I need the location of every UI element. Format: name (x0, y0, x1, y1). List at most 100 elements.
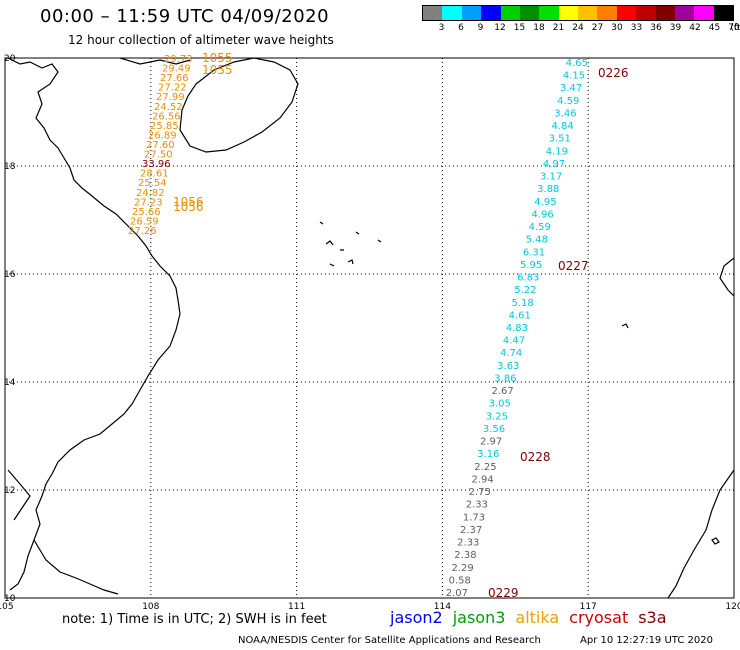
time-label: 1056 (173, 200, 204, 214)
wave-height-label: 29.49 (162, 64, 191, 75)
legend-swatch (597, 6, 617, 20)
wave-height-label: 4.59 (557, 96, 579, 107)
lat-label: 10 (4, 594, 16, 604)
wave-height-label: 27.26 (128, 226, 157, 237)
wave-height-label: 25.85 (150, 121, 179, 132)
wave-height-label: 6.31 (523, 247, 545, 258)
wave-height-label: 29.73 (164, 54, 193, 65)
wave-height-label: 3.56 (483, 424, 505, 435)
time-label: 1056 (173, 195, 204, 209)
time-label: 0226 (598, 66, 629, 80)
wave-height-label: 3.05 (489, 399, 511, 410)
legend-tick-label: 42 (689, 23, 701, 33)
wave-height-label: 2.75 (469, 487, 491, 498)
wave-height-label: 3.86 (494, 373, 516, 384)
lon-label: 105 (0, 602, 14, 612)
time-label: 1055 (202, 63, 233, 77)
wave-height-label: 4.47 (503, 336, 525, 347)
wave-height-label: 4.19 (546, 146, 568, 157)
satellite-label-cryosat: cryosat (569, 608, 629, 627)
satellite-legend: jason2 jason3 altika cryosat s3a (390, 608, 677, 627)
legend-swatch (694, 6, 714, 20)
wave-height-label: 25.66 (132, 207, 161, 218)
legend-swatch (713, 6, 733, 20)
legend-swatch (578, 6, 598, 20)
lon-label: 111 (288, 602, 305, 612)
wave-height-label: 27.66 (160, 73, 189, 84)
legend-tick-label: 3 (438, 23, 445, 33)
lon-label: 108 (142, 602, 159, 612)
lat-label: 12 (4, 486, 15, 496)
legend-swatch (674, 6, 695, 20)
satellite-label-s3a: s3a (638, 608, 667, 627)
wave-height-label: 28.61 (140, 169, 169, 180)
legend-swatch (655, 6, 675, 20)
map-frame (4, 57, 735, 599)
wave-height-label: 5.22 (514, 285, 536, 296)
color-scale-bar (422, 5, 734, 21)
wave-height-label: 4.74 (500, 348, 522, 359)
legend-tick-label: 18 (533, 23, 545, 33)
wave-height-label: 33.96 (142, 159, 171, 170)
wave-height-label: 4.97 (543, 159, 565, 170)
wave-height-label: 4.95 (534, 197, 556, 208)
legend-swatch (558, 6, 578, 20)
paracel-islands (319, 221, 382, 267)
axis-labels: 105 108 111 114 117 120 20 18 16 14 12 10 (0, 54, 740, 612)
legend-tick-label: 24 (572, 23, 584, 33)
legend-tick-label: 27 (591, 23, 604, 33)
legend-swatch (481, 6, 501, 20)
mekong-coast (33, 539, 119, 595)
wave-height-label: 3.47 (560, 83, 582, 94)
wave-height-label: 3.46 (554, 108, 576, 119)
legend-tick-label: 39 (669, 23, 682, 33)
wave-height-label: 2.07 (446, 588, 468, 599)
legend-swatch (636, 6, 656, 20)
legend-swatch (500, 6, 520, 20)
legend-tick-label: 9 (477, 23, 484, 33)
legend-unit: (ft) (730, 23, 740, 33)
island-fragment (621, 323, 629, 329)
wave-height-label: 26.59 (130, 216, 159, 227)
time-label: 0227 (558, 259, 589, 273)
wave-height-label: 5.48 (526, 235, 548, 246)
wave-height-label: 3.88 (537, 184, 559, 195)
legend-swatch (442, 6, 462, 20)
palawan-coastline (667, 469, 735, 599)
satellite-label-jason2: jason2 (390, 608, 443, 627)
lon-label: 117 (580, 602, 597, 612)
lat-lon-grid (5, 58, 734, 598)
coastline (7, 57, 735, 599)
lon-label: 114 (434, 602, 451, 612)
philippines-coastline (719, 257, 735, 297)
wave-height-label: 3.25 (486, 411, 508, 422)
wave-height-label: 4.65 (566, 58, 588, 69)
wave-height-label: 4.83 (506, 323, 528, 334)
legend-swatch (616, 6, 637, 20)
wave-height-label: 24.52 (154, 102, 183, 113)
time-label: 0228 (520, 450, 551, 464)
time-label: 0229 (488, 586, 519, 600)
lat-label: 14 (4, 378, 16, 388)
wave-height-label: 2.33 (466, 500, 488, 511)
wave-height-label: 0.58 (449, 575, 471, 586)
lat-label: 18 (4, 162, 16, 172)
island-fragment (711, 537, 720, 545)
wave-height-label: 3.63 (497, 361, 519, 372)
altimeter-track-east: 4.654.153.474.593.464.843.514.194.973.17… (446, 58, 629, 600)
wave-height-label: 4.96 (531, 209, 553, 220)
satellite-label-altika: altika (515, 608, 560, 627)
legend-swatch (423, 6, 443, 20)
wave-height-label: 2.37 (460, 525, 482, 536)
wave-height-label: 2.67 (491, 386, 513, 397)
satellite-label-jason3: jason3 (452, 608, 506, 627)
wave-height-label: 6.83 (517, 273, 539, 284)
wave-height-label: 4.15 (563, 71, 585, 82)
lon-label: 120 (725, 602, 740, 612)
wave-height-label: 4.59 (529, 222, 551, 233)
legend-tick-label: 30 (611, 23, 623, 33)
legend-tick-label: 45 (708, 23, 721, 33)
wave-height-label: 25.54 (138, 178, 167, 189)
